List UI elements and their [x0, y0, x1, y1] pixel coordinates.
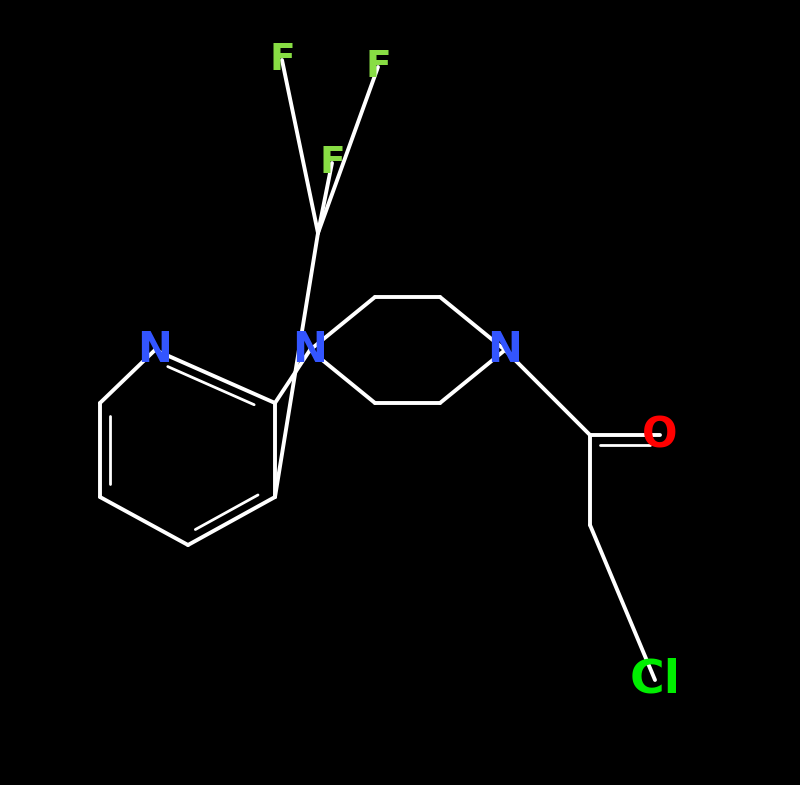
Text: Cl: Cl — [630, 658, 681, 703]
Text: F: F — [269, 42, 295, 78]
Text: N: N — [293, 329, 327, 371]
Text: F: F — [319, 145, 345, 181]
Text: N: N — [487, 329, 522, 371]
Text: O: O — [642, 414, 678, 456]
Text: N: N — [138, 329, 173, 371]
Text: F: F — [365, 49, 391, 85]
